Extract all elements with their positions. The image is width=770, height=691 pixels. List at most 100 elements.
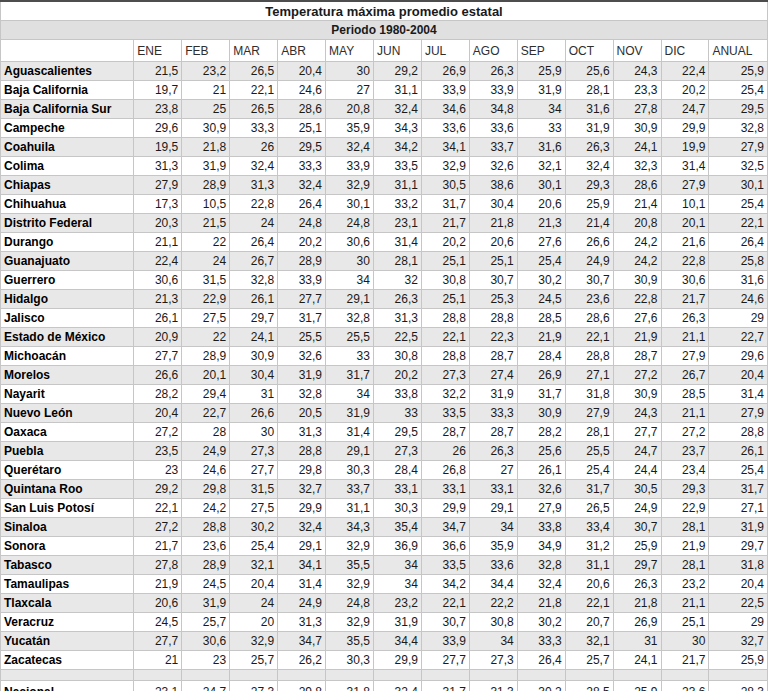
- value-cell-jul: 29,9: [421, 499, 469, 518]
- value-cell-dic: 22,4: [661, 62, 709, 81]
- value-cell-oct: 33,4: [565, 518, 613, 537]
- value-cell-mar: 22,1: [230, 81, 278, 100]
- value-cell-oct: 26,3: [565, 138, 613, 157]
- value-cell-sep: 25,9: [517, 62, 565, 81]
- value-cell-jun: 29,2: [373, 62, 421, 81]
- value-cell-abr: 31,3: [278, 613, 326, 632]
- value-cell-jun: 33,8: [373, 385, 421, 404]
- state-label: Jalisco: [1, 309, 134, 328]
- value-cell-ene: 20,3: [134, 214, 182, 233]
- value-cell-oct: 28,1: [565, 81, 613, 100]
- value-cell-ago: 31,9: [469, 385, 517, 404]
- value-cell-dic: 21,9: [661, 537, 709, 556]
- value-cell-sep: 26,4: [517, 651, 565, 670]
- value-cell-abr: 32,7: [278, 480, 326, 499]
- spacer-cell: [565, 670, 613, 681]
- value-cell-may: 30: [326, 62, 374, 81]
- value-cell-anual: 25,4: [709, 195, 768, 214]
- value-cell-jun: 32,4: [373, 100, 421, 119]
- value-cell-nov: 27,6: [613, 309, 661, 328]
- value-cell-ene: 28,2: [134, 385, 182, 404]
- table-row: Guanajuato22,42426,728,93028,125,125,125…: [1, 252, 768, 271]
- table-row: Chihuahua17,310,522,826,430,133,231,730,…: [1, 195, 768, 214]
- value-cell-ene: 24,5: [134, 613, 182, 632]
- value-cell-mar: 26,1: [230, 290, 278, 309]
- value-cell-mar: 25,4: [230, 537, 278, 556]
- value-cell-anual: 31,4: [709, 385, 768, 404]
- value-cell-jul: 30,8: [421, 271, 469, 290]
- value-cell-ene: 21,1: [134, 233, 182, 252]
- value-cell-dic: 30,6: [661, 271, 709, 290]
- value-cell-abr: 32,8: [278, 385, 326, 404]
- value-cell-anual: 20,4: [709, 366, 768, 385]
- value-cell-may: 33,9: [326, 157, 374, 176]
- value-cell-jun: 29,9: [373, 651, 421, 670]
- value-cell-may: 24,8: [326, 594, 374, 613]
- state-label: Durango: [1, 233, 134, 252]
- value-cell-dic: 21,1: [661, 328, 709, 347]
- value-cell-abr: 24,9: [278, 594, 326, 613]
- value-cell-jul: 30,7: [421, 613, 469, 632]
- value-cell-jun: 34,3: [373, 119, 421, 138]
- value-cell-jul: 26: [421, 442, 469, 461]
- value-cell-abr: 32,4: [278, 176, 326, 195]
- value-cell-jul: 26,9: [421, 62, 469, 81]
- value-cell-feb: 22,7: [182, 404, 230, 423]
- value-cell-dic: 27,9: [661, 347, 709, 366]
- value-cell-nov: 24,9: [613, 499, 661, 518]
- value-cell-may: 27: [326, 81, 374, 100]
- value-cell-nov: 24,4: [613, 461, 661, 480]
- value-cell-anual: 22,5: [709, 594, 768, 613]
- value-cell-mar: 31,5: [230, 480, 278, 499]
- state-label: Oaxaca: [1, 423, 134, 442]
- value-cell-feb: 23,6: [182, 537, 230, 556]
- value-cell-mar: 33,3: [230, 119, 278, 138]
- value-cell-dic: 23,4: [661, 461, 709, 480]
- state-label: Sinaloa: [1, 518, 134, 537]
- value-cell-ago: 33,7: [469, 138, 517, 157]
- value-cell-oct: 22,1: [565, 594, 613, 613]
- value-cell-nov: 22,8: [613, 290, 661, 309]
- value-cell-feb: 22: [182, 328, 230, 347]
- value-cell-sep: 33,8: [517, 518, 565, 537]
- value-cell-oct: 20,7: [565, 613, 613, 632]
- column-header-nov: NOV: [613, 40, 661, 62]
- value-cell-oct: 31,2: [565, 537, 613, 556]
- state-label: Michoacán: [1, 347, 134, 366]
- value-cell-may: 29,1: [326, 442, 374, 461]
- table-row: Jalisco26,127,529,731,732,831,328,828,82…: [1, 309, 768, 328]
- value-cell-oct: 22,1: [565, 328, 613, 347]
- value-cell-mar: 30,4: [230, 366, 278, 385]
- value-cell-mar: 26,6: [230, 404, 278, 423]
- value-cell-oct: 28,8: [565, 347, 613, 366]
- state-label: Nayarit: [1, 385, 134, 404]
- value-cell-mar: 25,7: [230, 651, 278, 670]
- value-cell-jun: 31,4: [373, 233, 421, 252]
- value-cell-feb: 24,9: [182, 442, 230, 461]
- value-cell-mar: 30,9: [230, 347, 278, 366]
- state-label: Sonora: [1, 537, 134, 556]
- state-label: Coahuila: [1, 138, 134, 157]
- value-cell-ene: 29,2: [134, 480, 182, 499]
- value-cell-oct: 31,8: [565, 385, 613, 404]
- value-cell-nov: 23,3: [613, 81, 661, 100]
- value-cell-jun: 34: [373, 556, 421, 575]
- value-cell-abr: 31,3: [278, 423, 326, 442]
- column-header-row: ENEFEBMARABRMAYJUNJULAGOSEPOCTNOVDICANUA…: [1, 40, 768, 62]
- table-row: Hidalgo21,322,926,127,729,126,325,125,32…: [1, 290, 768, 309]
- value-cell-sep: 24,5: [517, 290, 565, 309]
- column-header-mar: MAR: [230, 40, 278, 62]
- table-row: Nuevo León20,422,726,620,531,93333,533,3…: [1, 404, 768, 423]
- value-cell-jul: 34,2: [421, 575, 469, 594]
- value-cell-may: 31,9: [326, 404, 374, 423]
- value-cell-jun: 23,2: [373, 594, 421, 613]
- value-cell-dic: 10,1: [661, 195, 709, 214]
- value-cell-feb: 28,8: [182, 518, 230, 537]
- value-cell-oct: 32,4: [565, 157, 613, 176]
- value-cell-ago: 27,3: [469, 651, 517, 670]
- value-cell-oct: 23,6: [565, 290, 613, 309]
- value-cell-mar: 27,7: [230, 461, 278, 480]
- value-cell-oct: 31,7: [565, 480, 613, 499]
- value-cell-jul: 32,2: [421, 385, 469, 404]
- value-cell-nov: 24,2: [613, 233, 661, 252]
